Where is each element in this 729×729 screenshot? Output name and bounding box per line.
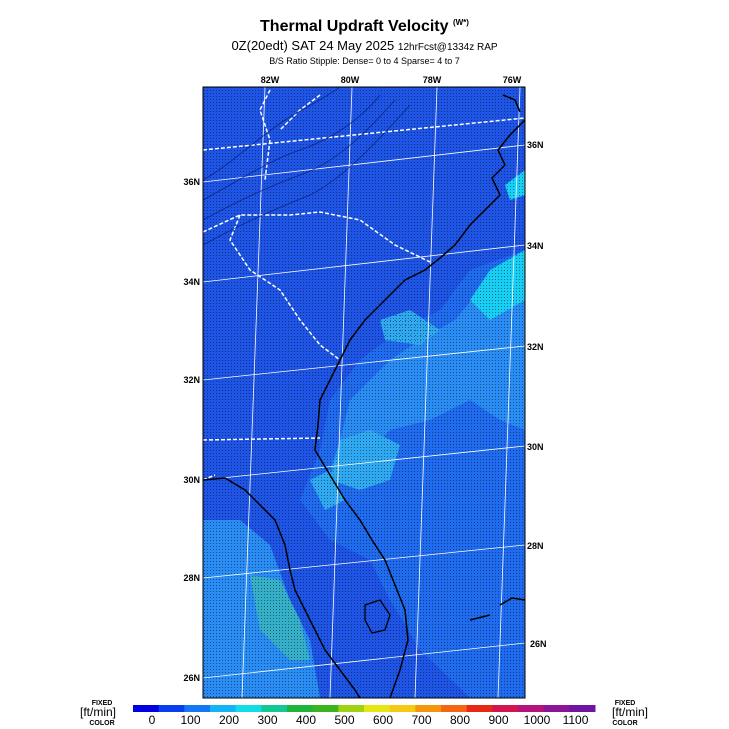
colorbar — [133, 705, 596, 712]
lat-label-right-26n: 26N — [530, 639, 547, 649]
map-frame — [202, 86, 526, 699]
colorbar-swatch — [133, 705, 160, 712]
colorbar-tick-label: 1000 — [524, 713, 551, 727]
colorbar-ticks: 0 100 200 300 400 500 600 700 800 900 1000 1100 — [149, 713, 589, 727]
colorbar-tick-label: 800 — [450, 713, 470, 727]
title-unit: (W*) — [452, 18, 469, 27]
colorbar-swatch — [184, 705, 211, 712]
stipple-sparse — [380, 310, 440, 345]
lat-label-right-32n: 32N — [527, 342, 544, 352]
forecast-subtitle: 0Z(20edt) SAT 24 May 2025 12hrFcst@1334z… — [0, 38, 729, 53]
colorbar-left-fixed: FIXED — [92, 700, 113, 707]
colorbar-tick-label: 200 — [219, 713, 239, 727]
forecast-info: 12hrFcst@1334z RAP — [397, 42, 498, 53]
colorbar-swatch — [261, 705, 288, 712]
title-text: Thermal Updraft Velocity — [260, 18, 449, 35]
lat-label-left-30n: 30N — [183, 475, 200, 485]
lon-label-76w: 76W — [503, 75, 522, 85]
coastline — [203, 94, 525, 698]
lat-label-left-36n: 36N — [183, 177, 200, 187]
lat-label-right-30n: 30N — [527, 442, 544, 452]
colorbar-swatch — [543, 705, 570, 712]
colorbar-tick-label: 900 — [488, 713, 508, 727]
colorbar-tick-label: 600 — [373, 713, 393, 727]
colorbar-tick-label: 300 — [257, 713, 277, 727]
valid-time: 0Z(20edt) SAT 24 May 2025 — [231, 38, 395, 53]
lat-label-left-28n: 28N — [183, 573, 200, 583]
colorbar-swatch — [235, 705, 262, 712]
map-field — [203, 87, 525, 698]
colorbar-swatch — [312, 705, 339, 712]
lon-label-80w: 80W — [341, 75, 360, 85]
colorbar-swatch — [466, 705, 493, 712]
colorbar-tick-label: 100 — [180, 713, 200, 727]
colorbar-swatch — [569, 705, 596, 712]
terrain-contours — [203, 87, 411, 246]
colorbar-swatch — [364, 705, 391, 712]
colorbar-right-unit: [ft/min] — [612, 705, 648, 719]
colorbar-left-color: COLOR — [89, 720, 114, 727]
lake-outline — [364, 599, 391, 634]
colorbar-swatch — [518, 705, 545, 712]
colorbar-tick-label: 1100 — [563, 713, 589, 727]
colorbar-swatch — [338, 705, 365, 712]
lon-label-78w: 78W — [423, 75, 442, 85]
colorbar-swatch — [415, 705, 442, 712]
stipple-note: B/S Ratio Stipple: Dense= 0 to 4 Sparse=… — [269, 56, 460, 66]
colorbar-tick-label: 400 — [296, 713, 316, 727]
lat-label-right-36n: 36N — [527, 140, 544, 150]
stipple-dense — [203, 87, 525, 698]
colorbar-tick-label: 700 — [411, 713, 431, 727]
colorbar-swatch — [158, 705, 185, 712]
lat-label-right-34n: 34N — [527, 241, 544, 251]
colorbar-swatch — [210, 705, 237, 712]
chart-title: Thermal Updraft Velocity (W*) — [0, 18, 729, 36]
lat-label-left-32n: 32N — [183, 375, 200, 385]
colorbar-swatch — [441, 705, 468, 712]
colorbar-swatch — [287, 705, 314, 712]
colorbar-swatch — [389, 705, 416, 712]
lat-label-right-28n: 28N — [527, 541, 544, 551]
lon-label-82w: 82W — [261, 75, 280, 85]
lat-label-left-34n: 34N — [183, 277, 200, 287]
colorbar-left-unit: [ft/min] — [80, 705, 116, 719]
colorbar-tick-label: 0 — [149, 713, 156, 727]
colorbar-tick-label: 500 — [334, 713, 354, 727]
colorbar-swatch — [492, 705, 519, 712]
lat-label-left-26n: 26N — [183, 673, 200, 683]
graticule — [203, 87, 525, 698]
colorbar-right-fixed: FIXED — [615, 700, 636, 707]
colorbar-right-color: COLOR — [612, 720, 637, 727]
